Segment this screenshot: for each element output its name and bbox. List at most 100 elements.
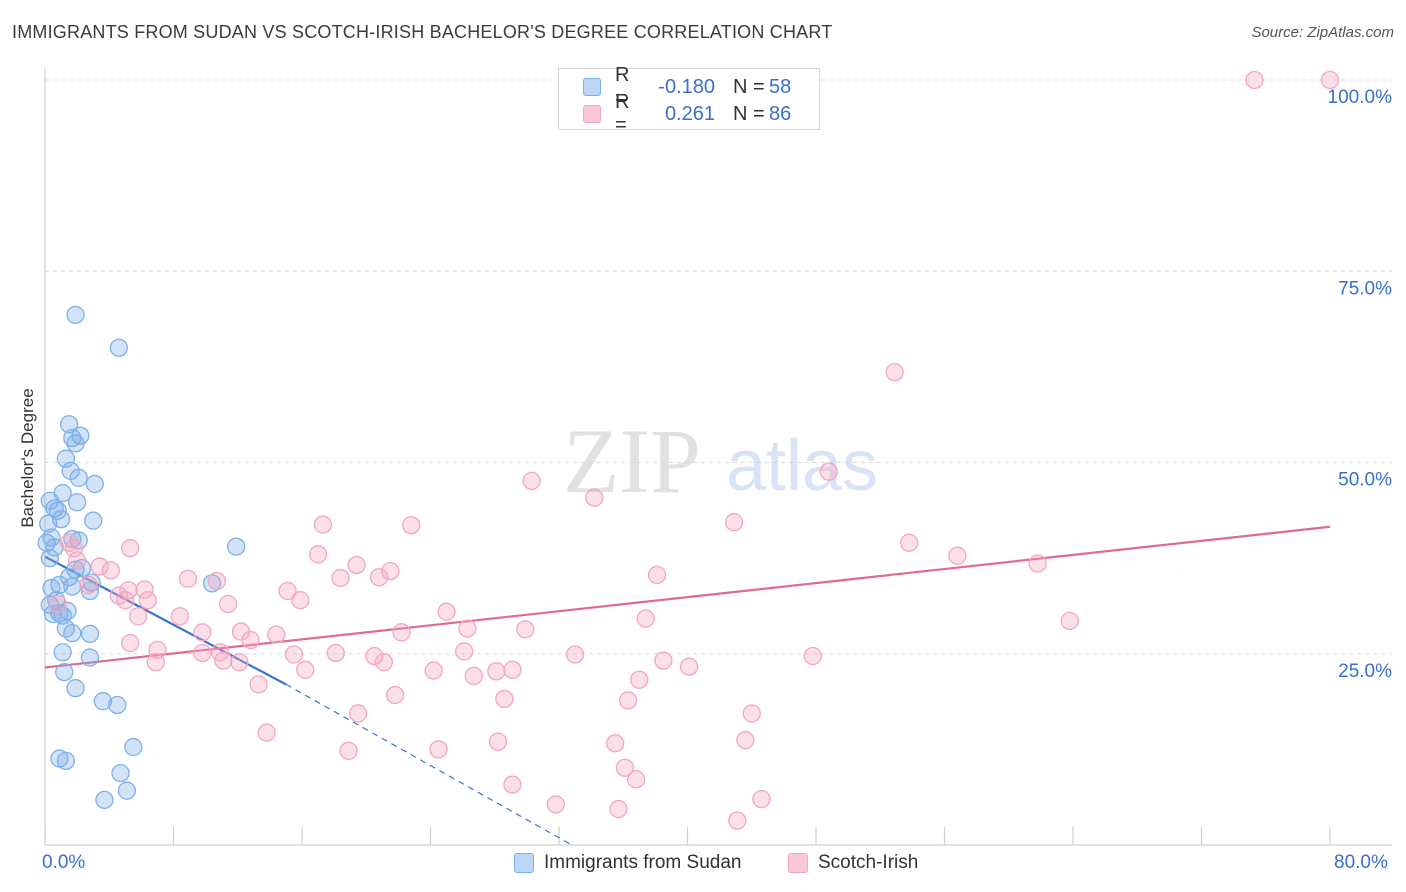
point-scotch-irish — [948, 546, 967, 565]
point-scotch-irish — [742, 704, 761, 723]
point-scotch-irish — [424, 661, 443, 680]
point-sudan — [80, 624, 100, 644]
point-sudan — [50, 604, 69, 623]
point-scotch-irish — [48, 594, 67, 614]
point-scotch-irish — [284, 645, 304, 664]
point-scotch-irish — [495, 689, 514, 709]
point-sudan — [67, 493, 87, 512]
point-scotch-irish — [803, 646, 822, 666]
point-sudan — [59, 415, 79, 434]
y-tick-label: 25.0% — [1338, 661, 1392, 682]
y-tick-label: 50.0% — [1338, 470, 1392, 491]
legend-swatch-scotch-irish — [583, 105, 601, 123]
point-sudan — [124, 737, 143, 757]
point-scotch-irish — [386, 685, 405, 705]
point-sudan — [95, 790, 114, 810]
point-scotch-irish — [728, 811, 747, 830]
point-sudan — [53, 643, 72, 662]
point-sudan — [80, 648, 100, 667]
point-scotch-irish — [381, 561, 400, 581]
point-scotch-irish — [291, 591, 310, 610]
point-scotch-irish — [392, 623, 411, 642]
point-scotch-irish — [458, 619, 477, 638]
correlation-legend: R = -0.180 N = 58 R = 0.261 N = 86 — [558, 64, 820, 136]
point-scotch-irish — [347, 555, 366, 575]
point-scotch-irish — [67, 551, 87, 570]
point-sudan — [63, 623, 82, 643]
point-scotch-irish — [257, 723, 276, 742]
point-scotch-irish — [1060, 611, 1079, 631]
point-sudan — [40, 548, 59, 568]
point-scotch-irish — [609, 799, 628, 819]
point-scotch-irish — [464, 666, 484, 686]
point-sudan — [108, 695, 127, 715]
point-sudan — [45, 538, 64, 557]
point-scotch-irish — [615, 758, 635, 777]
point-scotch-irish — [647, 565, 667, 585]
point-scotch-irish — [116, 591, 135, 610]
bottom-legend-swatch-scotch-irish — [788, 853, 808, 873]
point-sudan — [45, 499, 64, 518]
point-scotch-irish — [193, 623, 212, 642]
point-sudan — [84, 511, 103, 530]
point-scotch-irish — [522, 471, 541, 491]
point-scotch-irish — [369, 568, 389, 587]
point-scotch-irish — [626, 770, 646, 789]
point-scotch-irish — [429, 740, 448, 759]
legend-r-label: R = — [615, 64, 630, 109]
point-scotch-irish — [636, 609, 655, 628]
point-scotch-irish — [241, 630, 260, 650]
point-scotch-irish — [630, 670, 649, 689]
point-scotch-irish — [606, 734, 625, 753]
point-sudan — [66, 679, 85, 698]
point-scotch-irish — [487, 662, 506, 681]
point-scotch-irish — [101, 561, 121, 580]
legend-n-value: 58 — [769, 75, 792, 98]
point-scotch-irish — [326, 643, 345, 663]
x-tick-label-min: 0.0% — [42, 852, 86, 873]
point-scotch-irish — [90, 557, 109, 576]
chart-title: IMMIGRANTS FROM SUDAN VS SCOTCH-IRISH BA… — [12, 22, 833, 42]
point-scotch-irish — [546, 795, 565, 814]
bottom-legend-label-scotch-irish: Scotch-Irish — [818, 852, 919, 873]
point-scotch-irish — [218, 594, 238, 614]
y-tick-labels: 25.0% 50.0% 75.0% 100.0% — [1328, 87, 1393, 682]
point-scotch-irish — [1028, 554, 1047, 573]
point-scotch-irish — [267, 625, 286, 644]
legend-r-value: -0.180 — [658, 75, 715, 98]
point-sudan — [71, 426, 90, 445]
point-sudan — [226, 537, 246, 556]
point-scotch-irish — [365, 646, 384, 666]
watermark-zip: ZIP — [563, 410, 701, 512]
watermark-atlas: atlas — [726, 426, 878, 506]
point-scotch-irish — [1245, 70, 1264, 90]
point-scotch-irish — [339, 741, 358, 761]
point-scotch-irish — [618, 691, 638, 710]
point-scotch-irish — [679, 657, 699, 676]
bottom-legend-scotch-irish: Scotch-Irish — [788, 852, 918, 874]
legend-r-value: 0.261 — [664, 102, 715, 125]
point-scotch-irish — [565, 645, 585, 664]
point-scotch-irish — [193, 643, 212, 663]
point-scotch-irish — [129, 607, 148, 626]
point-scotch-irish — [313, 515, 333, 534]
point-sudan — [55, 662, 74, 682]
point-sudan — [202, 574, 222, 593]
point-scotch-irish — [120, 539, 140, 558]
point-scotch-irish — [402, 516, 421, 535]
point-scotch-irish — [79, 575, 98, 595]
point-sudan — [80, 581, 100, 601]
point-sudan — [39, 514, 58, 533]
point-scotch-irish — [214, 651, 233, 670]
x-tick-label-max: 80.0% — [1334, 852, 1388, 873]
legend-row-sudan: R = -0.180 N = 58 — [583, 64, 792, 109]
point-scotch-irish — [503, 775, 522, 794]
point-scotch-irish — [138, 591, 157, 610]
legend-r-label: R = — [615, 91, 630, 136]
trend-line-scotch-irish — [44, 525, 1331, 669]
point-scotch-irish — [308, 545, 328, 564]
point-scotch-irish — [249, 675, 268, 694]
point-scotch-irish — [654, 651, 673, 670]
legend-n-label: N = — [733, 102, 765, 125]
point-scotch-irish — [120, 633, 140, 653]
